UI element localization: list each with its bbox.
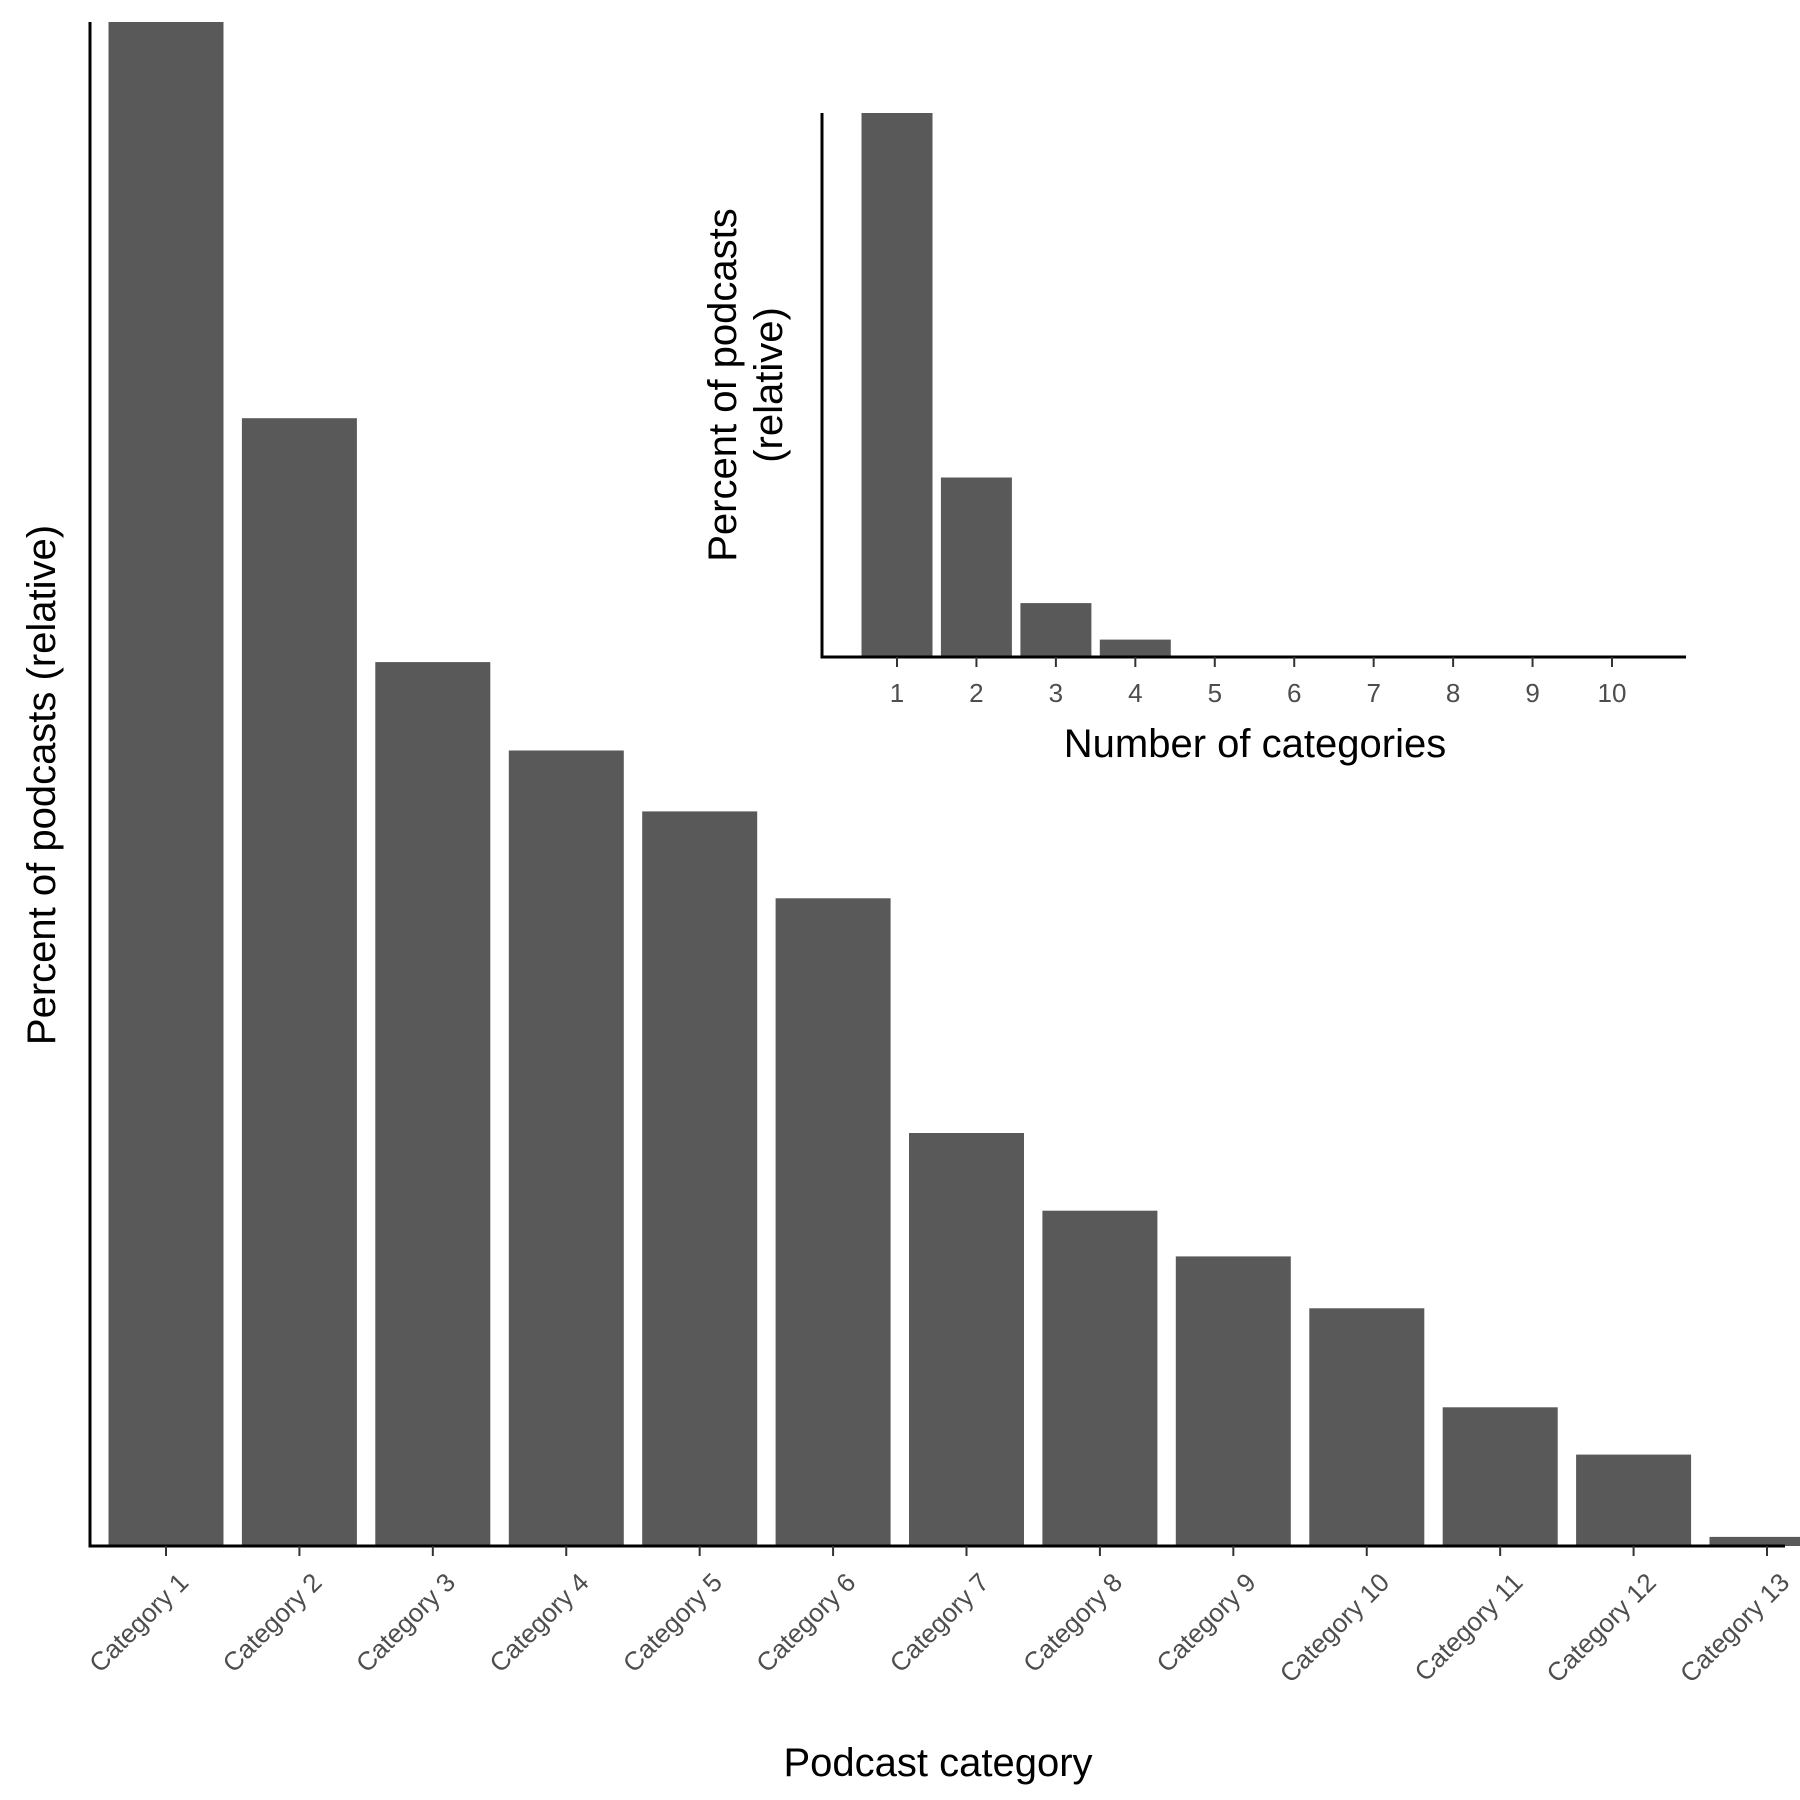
main-x-tick-label-1: Category 1 <box>83 1567 194 1678</box>
inset-x-tick-label-8: 8 <box>1446 678 1460 708</box>
main-x-tick-label-5: Category 5 <box>617 1567 728 1678</box>
main-bar-chart: Category 1 Category 2 Category 3 Category 4… <box>20 22 1800 1785</box>
main-x-tick-label-12: Category 12 <box>1540 1567 1661 1688</box>
inset-x-tick-label-1: 1 <box>890 678 904 708</box>
main-bars <box>108 22 1800 1547</box>
main-x-tick-label-13: Category 13 <box>1674 1567 1795 1688</box>
inset-y-axis-title-line-1: Percent of podcasts <box>701 208 745 562</box>
main-bar-11 <box>1442 1407 1558 1546</box>
inset-x-ticks <box>896 657 1613 667</box>
main-x-tick-label-11: Category 11 <box>1408 1567 1528 1687</box>
main-bar-8 <box>1042 1210 1158 1546</box>
inset-x-axis-title: Number of categories <box>1064 722 1446 766</box>
main-x-tick-label-2: Category 2 <box>216 1567 327 1678</box>
inset-x-tick-label-7: 7 <box>1366 678 1380 708</box>
inset-x-tick-label-5: 5 <box>1208 678 1222 708</box>
inset-x-tick-label-6: 6 <box>1287 678 1301 708</box>
inset-x-tick-label-3: 3 <box>1049 678 1063 708</box>
main-bar-13 <box>1709 1536 1800 1546</box>
inset-bar-3 <box>1020 603 1092 657</box>
inset-x-tick-label-4: 4 <box>1128 678 1142 708</box>
inset-x-tick-labels: 1 2 3 4 5 6 7 8 9 10 <box>890 678 1627 708</box>
main-bar-12 <box>1576 1454 1692 1546</box>
inset-bar-4 <box>1099 639 1171 657</box>
main-x-tick-label-6: Category 6 <box>750 1567 861 1678</box>
main-bar-7 <box>909 1133 1024 1546</box>
main-bar-9 <box>1175 1256 1291 1546</box>
main-x-tick-label-7: Category 7 <box>884 1567 995 1678</box>
main-bar-10 <box>1309 1308 1425 1546</box>
main-x-tick-labels: Category 1 Category 2 Category 3 Category 4… <box>83 1567 1795 1688</box>
main-bar-6 <box>775 898 891 1546</box>
main-bar-4 <box>508 750 624 1546</box>
inset-y-axis-title-line-2: (relative) <box>747 307 791 463</box>
main-x-tick-label-8: Category 8 <box>1017 1567 1128 1678</box>
inset-bars <box>861 113 1171 657</box>
inset-x-tick-label-9: 9 <box>1525 678 1539 708</box>
inset-x-tick-label-2: 2 <box>969 678 983 708</box>
main-bar-2 <box>241 418 357 1547</box>
main-y-axis-title: Percent of podcasts (relative) <box>20 525 64 1045</box>
main-x-tick-label-4: Category 4 <box>483 1567 594 1678</box>
inset-bar-2 <box>940 477 1012 657</box>
inset-bar-1 <box>861 113 933 657</box>
main-x-tick-label-3: Category 3 <box>350 1567 461 1678</box>
main-x-tick-label-10: Category 10 <box>1274 1567 1395 1688</box>
main-bar-1 <box>108 22 224 1546</box>
main-x-tick-label-9: Category 9 <box>1150 1567 1261 1678</box>
inset-bar-chart: 1 2 3 4 5 6 7 8 9 10 Number of categories Percent… <box>701 113 1686 766</box>
inset-x-tick-label-10: 10 <box>1598 678 1627 708</box>
main-x-axis-title: Podcast category <box>783 1741 1092 1785</box>
main-x-ticks <box>165 1546 1768 1556</box>
main-bar-3 <box>375 662 491 1546</box>
main-bar-5 <box>642 811 758 1546</box>
